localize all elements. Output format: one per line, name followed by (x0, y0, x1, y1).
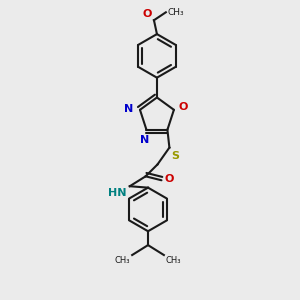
Text: S: S (171, 151, 179, 160)
Text: CH₃: CH₃ (115, 256, 130, 265)
Text: HN: HN (108, 188, 127, 198)
Text: O: O (164, 174, 174, 184)
Text: N: N (140, 135, 149, 145)
Text: N: N (124, 104, 133, 114)
Text: CH₃: CH₃ (168, 8, 184, 17)
Text: CH₃: CH₃ (166, 256, 182, 265)
Text: O: O (179, 102, 188, 112)
Text: O: O (142, 9, 152, 19)
